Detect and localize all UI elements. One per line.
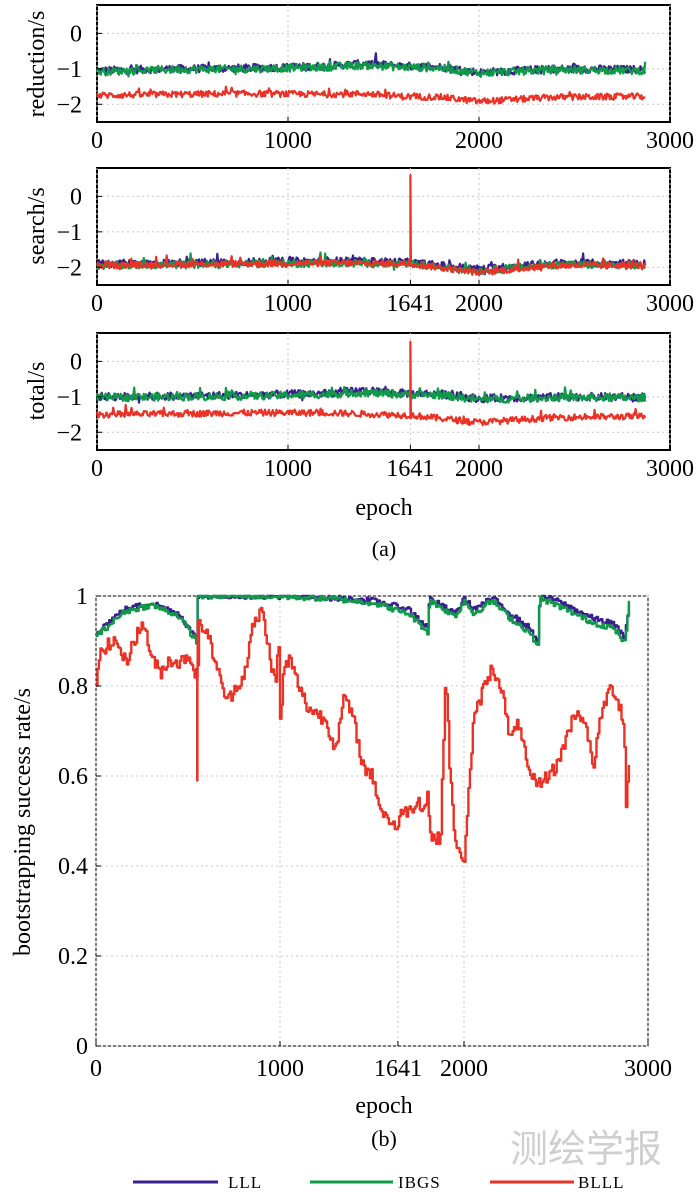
x-tick-label: 1000 <box>256 1056 304 1082</box>
y-tick-label: 0 <box>76 1034 88 1060</box>
x-tick-label: 2000 <box>455 291 503 317</box>
x-tick-label: 3000 <box>624 1056 672 1082</box>
search-time-panel: 0 1000 1641 2000 3000 0 −1 −2 search/s <box>24 167 694 317</box>
series-blll-line <box>95 340 647 427</box>
caption-b: (b) <box>371 1126 397 1151</box>
plot-frame <box>96 167 671 286</box>
x-tick-label: 2000 <box>440 1056 488 1082</box>
x-tick-label: 3000 <box>646 456 694 482</box>
y-tick-label: 0 <box>70 349 82 375</box>
plot-frame <box>96 4 671 123</box>
x-tick-label: 1641 <box>374 1056 422 1082</box>
legend: LLL IBGS BLLL <box>133 1173 625 1192</box>
y-axis-label: bootstrapping success rate/s <box>10 688 36 956</box>
plot-frame <box>96 332 671 451</box>
y-axis-label: total/s <box>24 362 50 421</box>
y-tick-label: 0.2 <box>58 944 88 970</box>
y-tick-label: 0 <box>70 184 82 210</box>
y-tick-label: 0.4 <box>58 854 88 880</box>
legend-label-blll: BLLL <box>578 1173 625 1192</box>
series-blll-line <box>95 85 646 105</box>
reduction-time-panel: 0 1000 2000 3000 0 −1 −2 reduction/s <box>24 4 694 154</box>
x-tick-label: 0 <box>91 456 103 482</box>
y-tick-label: −1 <box>56 385 82 411</box>
y-tick-label: 1 <box>76 584 88 610</box>
legend-label-lll: LLL <box>228 1173 262 1192</box>
x-tick-label: 1641 <box>386 456 434 482</box>
x-tick-label: 2000 <box>455 128 503 154</box>
watermark-text: 测绘学报 <box>510 1127 662 1171</box>
y-tick-label: −2 <box>56 92 82 118</box>
x-tick-label: 1000 <box>264 456 312 482</box>
x-tick-label: 1000 <box>264 291 312 317</box>
series-ibgs-line <box>95 385 647 404</box>
y-tick-label: 0 <box>70 21 82 47</box>
x-tick-label: 0 <box>91 128 103 154</box>
series-ibgs-line <box>96 594 631 646</box>
y-tick-label: −1 <box>56 57 82 83</box>
legend-label-ibgs: IBGS <box>398 1173 441 1192</box>
series-blll-line <box>96 174 647 277</box>
y-tick-label: −2 <box>56 420 82 446</box>
x-axis-label: epoch <box>355 1093 412 1119</box>
y-axis-label: reduction/s <box>24 11 50 118</box>
caption-a: (a) <box>372 536 396 561</box>
bootstrapping-success-rate-panel: 0 1000 1641 2000 3000 0 0.2 0.4 0.6 0.8 1 bootstra… <box>10 584 672 1151</box>
x-tick-label: 2000 <box>455 456 503 482</box>
series-blll-line <box>96 606 631 863</box>
y-axis-label: search/s <box>24 187 50 264</box>
y-tick-label: −2 <box>56 255 82 281</box>
x-tick-label: 3000 <box>646 291 694 317</box>
y-tick-label: 0.8 <box>58 674 88 700</box>
x-tick-label: 3000 <box>646 128 694 154</box>
x-tick-label: 0 <box>90 1056 102 1082</box>
y-tick-label: 0.6 <box>58 764 88 790</box>
total-time-panel: 0 1000 1641 2000 3000 0 −1 −2 total/s epoch (a) <box>24 332 694 561</box>
series-ibgs-line <box>95 60 647 78</box>
x-tick-label: 1000 <box>264 128 312 154</box>
y-tick-label: −1 <box>56 220 82 246</box>
x-tick-label: 1641 <box>386 291 434 317</box>
x-tick-label: 0 <box>91 291 103 317</box>
x-axis-label: epoch <box>355 495 412 521</box>
